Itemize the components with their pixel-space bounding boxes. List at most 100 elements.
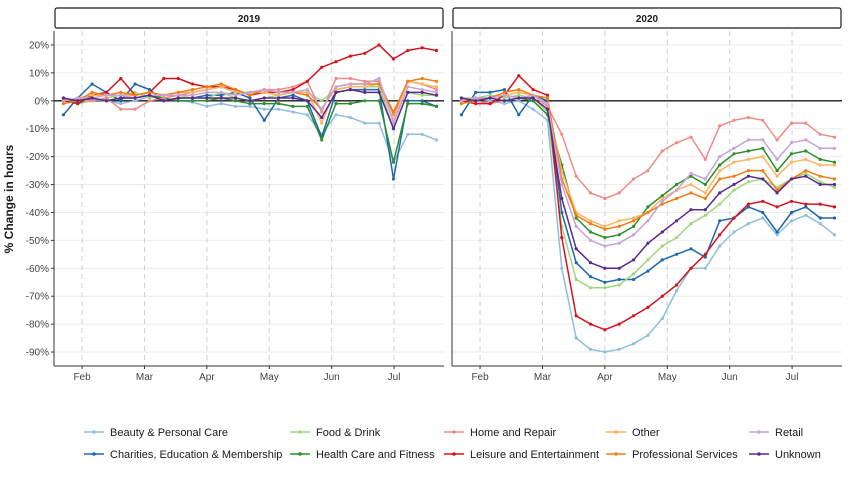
data-point xyxy=(434,48,439,53)
data-point xyxy=(761,155,765,159)
data-point xyxy=(617,219,621,223)
legend-item-charities-education-membership: Charities, Education & Membership xyxy=(84,449,282,461)
data-point xyxy=(406,99,410,103)
data-point xyxy=(804,202,808,206)
series-retail xyxy=(459,93,837,248)
x-tick-label: Mar xyxy=(136,372,154,383)
series-unknown xyxy=(459,96,837,270)
data-point xyxy=(348,102,352,106)
legend-key-point xyxy=(614,452,618,456)
panels: 2019 Feb Mar Apr May Jun Jul 20% 10% 0% -10% -20% -3… xyxy=(26,7,842,383)
data-point xyxy=(560,266,564,270)
legend-item-home-and-repair: Home and Repair xyxy=(444,427,557,439)
data-point xyxy=(545,102,550,106)
data-point xyxy=(502,96,506,100)
data-point xyxy=(588,230,593,234)
data-point xyxy=(818,222,822,226)
data-point xyxy=(502,88,506,92)
data-point xyxy=(617,233,621,237)
data-point xyxy=(632,258,636,262)
data-point xyxy=(391,110,396,114)
data-point xyxy=(775,191,779,195)
data-point xyxy=(718,219,722,223)
data-point xyxy=(617,322,621,326)
data-point xyxy=(248,96,252,100)
data-point xyxy=(588,275,593,279)
data-point xyxy=(789,199,794,203)
data-point xyxy=(789,160,794,164)
data-point xyxy=(162,96,166,100)
data-point xyxy=(162,76,166,81)
data-point xyxy=(732,152,736,156)
data-point xyxy=(90,99,94,103)
data-point xyxy=(775,188,779,192)
data-point xyxy=(689,135,693,139)
data-point xyxy=(718,124,722,128)
data-point xyxy=(632,177,636,181)
data-point xyxy=(248,90,252,94)
legend-item-beauty-personal-care: Beauty & Personal Care xyxy=(84,427,228,439)
data-point xyxy=(363,85,367,89)
data-point xyxy=(603,350,607,354)
data-point xyxy=(517,113,521,117)
data-point xyxy=(190,90,195,94)
data-point xyxy=(531,88,535,92)
legend-item-food-drink: Food & Drink xyxy=(290,427,381,439)
data-point xyxy=(488,90,492,94)
data-point xyxy=(732,118,736,122)
data-point xyxy=(732,182,736,187)
data-point xyxy=(104,99,108,103)
data-point xyxy=(761,138,765,142)
data-point xyxy=(262,107,266,111)
data-point xyxy=(205,85,209,89)
data-point xyxy=(348,82,352,86)
data-point xyxy=(574,314,578,318)
data-point xyxy=(703,252,707,256)
data-point xyxy=(775,157,779,161)
data-point xyxy=(531,93,535,97)
x-tick-label: May xyxy=(658,372,677,383)
data-point xyxy=(334,85,338,89)
data-point xyxy=(377,90,381,94)
data-point xyxy=(531,96,535,100)
data-point xyxy=(277,88,281,92)
data-point xyxy=(531,99,535,103)
data-point xyxy=(320,110,324,114)
y-tick-label: 10% xyxy=(29,68,49,79)
data-point xyxy=(545,96,550,100)
data-point xyxy=(517,88,521,92)
data-point xyxy=(176,99,180,103)
legend-label: Food & Drink xyxy=(316,427,381,439)
data-point xyxy=(675,219,679,223)
data-point xyxy=(517,90,521,94)
data-point xyxy=(574,247,578,251)
data-point xyxy=(119,90,123,94)
data-point xyxy=(732,146,736,150)
data-point xyxy=(205,99,209,103)
data-point xyxy=(660,294,664,298)
data-point xyxy=(746,169,751,173)
data-point xyxy=(305,99,309,103)
data-point xyxy=(234,104,238,108)
data-point xyxy=(732,230,736,234)
data-point xyxy=(832,233,837,237)
data-point xyxy=(675,289,679,293)
data-point xyxy=(320,121,324,125)
data-point xyxy=(603,196,607,201)
data-point xyxy=(434,90,439,94)
data-point xyxy=(804,149,808,153)
data-point xyxy=(588,322,593,326)
data-point xyxy=(761,169,765,173)
x-tick-label: Feb xyxy=(73,372,91,383)
legend-label: Charities, Education & Membership xyxy=(110,449,282,461)
data-point xyxy=(588,191,593,195)
y-axis-label: % Change in hours xyxy=(2,144,16,253)
data-point xyxy=(603,266,607,270)
data-point xyxy=(104,90,108,94)
data-point xyxy=(291,90,295,94)
data-point xyxy=(234,90,238,94)
data-point xyxy=(588,261,593,265)
data-point xyxy=(61,113,65,117)
y-tick-label: -80% xyxy=(26,320,49,331)
data-point xyxy=(459,99,463,103)
